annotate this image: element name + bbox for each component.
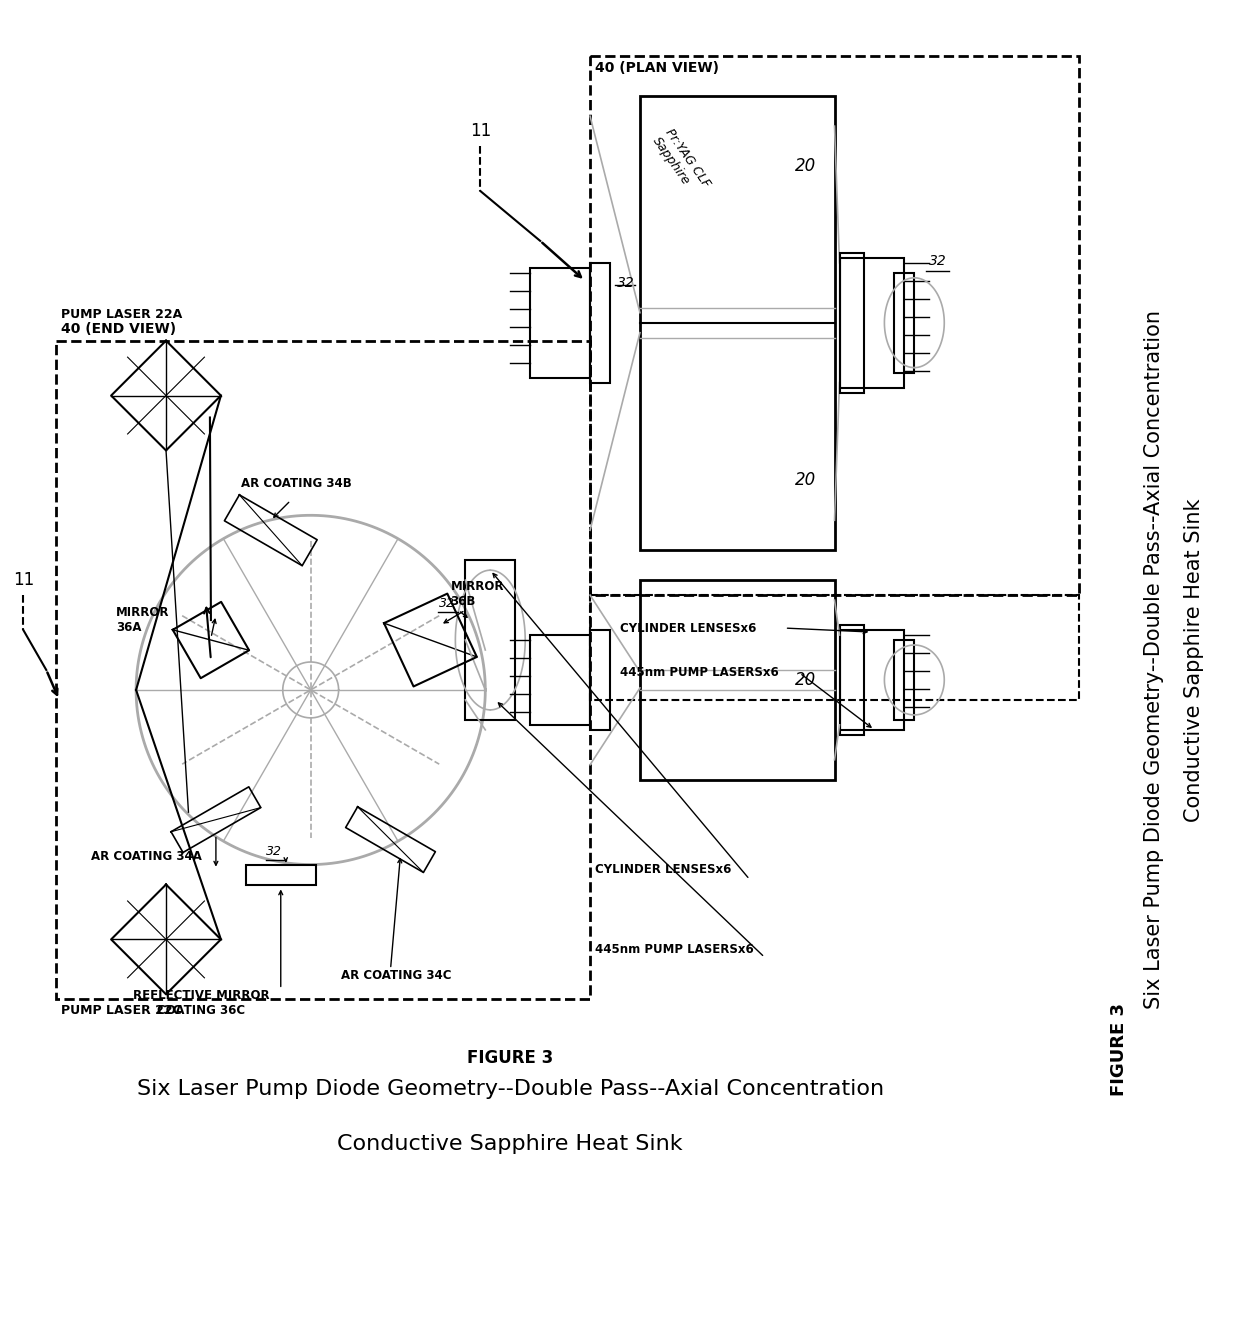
Text: AR COATING 34A: AR COATING 34A xyxy=(92,849,202,863)
Bar xyxy=(640,96,835,551)
Text: PUMP LASER 22C: PUMP LASER 22C xyxy=(61,1005,182,1017)
Text: Conductive Sapphire Heat Sink: Conductive Sapphire Heat Sink xyxy=(337,1134,683,1154)
Text: CYLINDER LENSESx6: CYLINDER LENSESx6 xyxy=(595,863,732,876)
Bar xyxy=(839,258,904,387)
Bar xyxy=(56,341,590,1000)
Text: MIRROR
36A: MIRROR 36A xyxy=(117,606,170,633)
Bar xyxy=(839,630,904,730)
Bar xyxy=(465,560,516,720)
Text: Six Laser Pump Diode Geometry--Double Pass--Axial Concentration: Six Laser Pump Diode Geometry--Double Pa… xyxy=(136,1079,884,1100)
Bar xyxy=(590,595,1079,699)
Text: 40 (PLAN VIEW): 40 (PLAN VIEW) xyxy=(595,62,719,75)
Bar xyxy=(839,253,864,392)
Text: MIRROR
36B: MIRROR 36B xyxy=(450,581,503,608)
Bar xyxy=(590,630,610,730)
Text: Conductive Sapphire Heat Sink: Conductive Sapphire Heat Sink xyxy=(1184,498,1204,822)
Text: FIGURE 3: FIGURE 3 xyxy=(1110,1002,1128,1096)
Text: 40 (END VIEW): 40 (END VIEW) xyxy=(61,321,176,336)
Text: FIGURE 3: FIGURE 3 xyxy=(467,1050,553,1067)
Text: Pr:YAG CLF
Sapphire: Pr:YAG CLF Sapphire xyxy=(650,126,712,199)
Text: 11: 11 xyxy=(12,572,33,589)
Text: 11: 11 xyxy=(470,122,491,140)
Text: 32: 32 xyxy=(618,275,635,290)
Bar xyxy=(640,581,835,780)
Bar xyxy=(246,864,316,885)
Text: 20: 20 xyxy=(795,471,816,490)
Text: 32: 32 xyxy=(439,597,455,610)
Text: Six Laser Pump Diode Geometry--Double Pass--Axial Concentration: Six Laser Pump Diode Geometry--Double Pa… xyxy=(1143,311,1164,1010)
Text: PUMP LASER 22A: PUMP LASER 22A xyxy=(61,308,182,321)
Text: 20: 20 xyxy=(795,670,816,689)
Text: 20: 20 xyxy=(795,157,816,175)
Text: CYLINDER LENSESx6: CYLINDER LENSESx6 xyxy=(620,622,756,635)
Bar xyxy=(590,57,1079,595)
Text: AR COATING 34B: AR COATING 34B xyxy=(241,477,352,490)
Text: AR COATING 34C: AR COATING 34C xyxy=(341,969,451,982)
Bar xyxy=(894,273,914,373)
Bar xyxy=(531,267,590,378)
Bar xyxy=(590,263,610,382)
Bar xyxy=(531,635,590,724)
Text: 32: 32 xyxy=(265,844,281,857)
Text: 32: 32 xyxy=(929,254,947,267)
Bar xyxy=(839,626,864,735)
Text: 445nm PUMP LASERSx6: 445nm PUMP LASERSx6 xyxy=(620,666,779,680)
Bar xyxy=(894,640,914,720)
Text: REFLECTIVE MIRROR
COATING 36C: REFLECTIVE MIRROR COATING 36C xyxy=(133,989,269,1017)
Text: 445nm PUMP LASERSx6: 445nm PUMP LASERSx6 xyxy=(595,943,754,956)
